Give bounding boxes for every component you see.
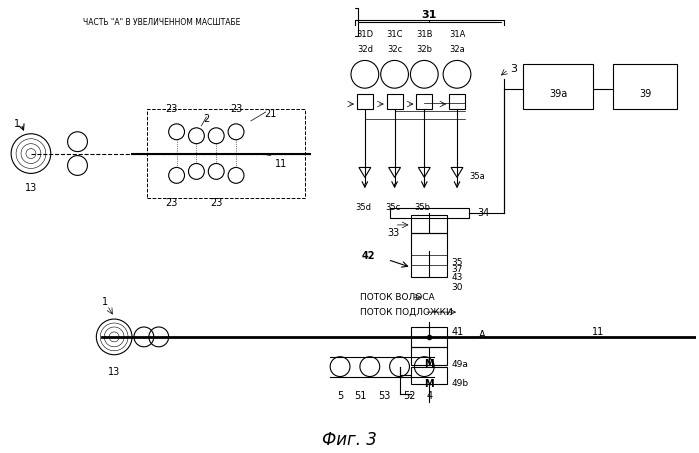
- Text: 41: 41: [451, 327, 463, 337]
- Text: 37: 37: [451, 265, 463, 274]
- Text: M: M: [424, 379, 434, 389]
- Text: 39a: 39a: [549, 89, 567, 99]
- Bar: [412, 347, 447, 365]
- Text: 53: 53: [378, 391, 391, 401]
- Text: ПОТОК ВОЛОСА: ПОТОК ВОЛОСА: [360, 293, 435, 302]
- Text: 32d: 32d: [357, 44, 373, 53]
- Bar: [524, 64, 593, 109]
- Text: 32c: 32c: [387, 44, 402, 53]
- Text: 11: 11: [591, 327, 604, 337]
- Text: 31C: 31C: [387, 30, 403, 39]
- Text: 35: 35: [451, 258, 463, 267]
- Text: 23: 23: [166, 198, 178, 208]
- Text: 32b: 32b: [417, 44, 432, 53]
- Text: A: A: [479, 330, 485, 340]
- Text: 35d: 35d: [355, 203, 371, 212]
- Text: 2: 2: [203, 114, 210, 124]
- Bar: [412, 233, 447, 277]
- Text: ПОТОК ПОДЛОЖКИ: ПОТОК ПОДЛОЖКИ: [360, 308, 453, 317]
- Text: 1: 1: [14, 119, 20, 129]
- Text: 13: 13: [24, 183, 37, 193]
- Text: 31A: 31A: [449, 30, 466, 39]
- Text: 51: 51: [354, 391, 366, 401]
- Text: 39: 39: [639, 89, 651, 99]
- Text: 35c: 35c: [385, 203, 401, 212]
- Text: Фиг. 3: Фиг. 3: [322, 431, 377, 449]
- Text: 21: 21: [264, 109, 277, 119]
- Bar: [412, 215, 447, 233]
- Text: 49a: 49a: [451, 360, 468, 369]
- Text: 11: 11: [275, 159, 287, 169]
- Bar: [357, 94, 373, 109]
- Text: 43: 43: [451, 273, 463, 282]
- Bar: [412, 327, 447, 347]
- Bar: [449, 94, 465, 109]
- Text: 52: 52: [403, 391, 416, 401]
- Bar: [417, 94, 432, 109]
- Text: 13: 13: [108, 366, 120, 376]
- Text: 49b: 49b: [451, 380, 468, 389]
- Text: 3: 3: [510, 64, 517, 74]
- Text: 31: 31: [421, 10, 437, 20]
- Text: 30: 30: [451, 283, 463, 292]
- Text: 31B: 31B: [416, 30, 433, 39]
- Text: 34: 34: [477, 208, 489, 218]
- Text: 1: 1: [102, 297, 108, 307]
- Text: 42: 42: [361, 251, 375, 260]
- Bar: [412, 366, 447, 385]
- Text: 5: 5: [337, 391, 343, 401]
- Text: ЧАСТЬ "А" В УВЕЛИЧЕННОМ МАСШТАБЕ: ЧАСТЬ "А" В УВЕЛИЧЕННОМ МАСШТАБЕ: [83, 18, 240, 27]
- Bar: [389, 208, 469, 218]
- Bar: [612, 64, 677, 109]
- Text: 33: 33: [387, 228, 400, 238]
- Text: 4: 4: [426, 391, 432, 401]
- Text: 23: 23: [166, 104, 178, 114]
- Text: 32a: 32a: [449, 44, 465, 53]
- Bar: [387, 94, 403, 109]
- Text: 23: 23: [210, 198, 222, 208]
- Text: M: M: [424, 359, 434, 369]
- Text: 23: 23: [230, 104, 243, 114]
- Text: 35a: 35a: [469, 172, 484, 181]
- Text: 35b: 35b: [415, 203, 431, 212]
- Text: 31D: 31D: [356, 30, 373, 39]
